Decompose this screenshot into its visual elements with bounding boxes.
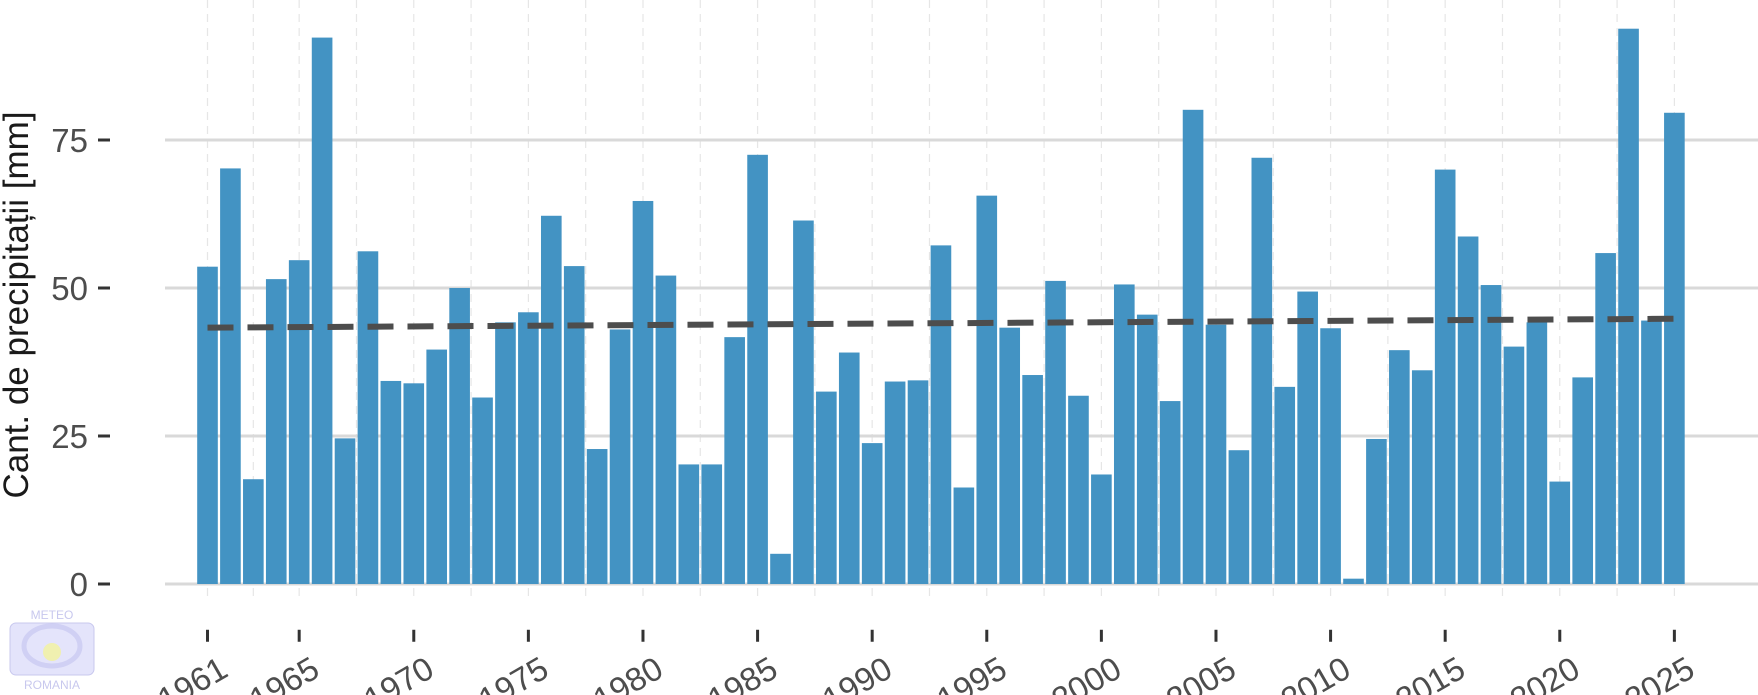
x-tick-label: 1965 <box>243 649 325 695</box>
bar-1985 <box>747 154 768 585</box>
trend-line-path <box>207 315 1675 331</box>
x-tick-label: 1985 <box>701 649 783 695</box>
bar-2022 <box>1595 253 1616 584</box>
bar-1980 <box>632 200 654 584</box>
bar-1964 <box>265 279 287 584</box>
bar-1984 <box>724 337 745 584</box>
x-tick-label: 1980 <box>587 649 669 695</box>
bar-1978 <box>586 449 608 584</box>
bar-1970 <box>403 383 425 584</box>
bar-1969 <box>380 380 402 584</box>
bar-2005 <box>1205 324 1227 584</box>
bar-1981 <box>655 275 677 584</box>
bar-1975 <box>518 312 539 584</box>
bars <box>197 28 1685 585</box>
x-tick-label: 2015 <box>1389 649 1471 695</box>
bar-1995 <box>976 195 998 584</box>
bar-2010 <box>1320 328 1341 584</box>
bar-2002 <box>1136 314 1158 584</box>
bar-2024 <box>1641 320 1662 584</box>
bar-2018 <box>1503 346 1525 584</box>
bar-2007 <box>1251 157 1273 584</box>
x-tick-label: 2020 <box>1504 649 1586 695</box>
bar-1991 <box>884 381 906 584</box>
x-tick-label: 2010 <box>1274 649 1356 695</box>
logo-top-text: METEO <box>30 608 74 622</box>
x-tick-label: 2005 <box>1160 649 1242 695</box>
bar-1961 <box>197 266 218 584</box>
bar-1983 <box>701 464 723 584</box>
bar-1979 <box>609 329 631 584</box>
bar-1996 <box>999 327 1021 584</box>
bar-1989 <box>838 352 860 584</box>
bar-1962 <box>220 168 241 584</box>
bar-2000 <box>1091 474 1112 584</box>
trend-line <box>207 315 1675 331</box>
bar-2020 <box>1549 481 1571 584</box>
bar-1976 <box>540 215 562 584</box>
x-tick-label: 1990 <box>816 649 898 695</box>
bar-1999 <box>1068 395 1089 584</box>
y-tick-label: 25 <box>51 418 88 455</box>
logo-emblem-icon <box>9 622 95 676</box>
bar-1997 <box>1022 375 1043 584</box>
meteo-romania-logo: METEO ROMANIA <box>4 608 100 692</box>
bar-2017 <box>1480 285 1502 584</box>
logo-bottom-text: ROMANIA <box>23 678 80 692</box>
bar-2012 <box>1366 438 1387 584</box>
bar-2004 <box>1182 109 1204 585</box>
x-tick-label: 2025 <box>1618 649 1700 695</box>
bar-1965 <box>288 260 310 584</box>
bar-2021 <box>1572 377 1594 584</box>
bar-2013 <box>1389 350 1410 584</box>
bar-1974 <box>495 322 516 584</box>
bar-2015 <box>1434 169 1456 584</box>
bar-2023 <box>1618 28 1639 585</box>
x-tick-label: 1970 <box>358 649 440 695</box>
bar-2014 <box>1411 370 1433 584</box>
bar-2003 <box>1159 401 1181 584</box>
bar-1968 <box>357 251 379 584</box>
y-tick-label: 0 <box>70 566 88 603</box>
bar-1992 <box>907 380 929 584</box>
bar-2006 <box>1228 450 1250 584</box>
bar-1972 <box>449 288 470 584</box>
bar-1973 <box>472 397 493 584</box>
x-tick-label: 1961 <box>151 649 233 695</box>
bar-2019 <box>1526 322 1548 584</box>
bar-2001 <box>1113 284 1135 584</box>
bar-1986 <box>770 553 791 584</box>
bar-2009 <box>1297 291 1318 584</box>
bar-2025 <box>1664 112 1685 584</box>
bar-1998 <box>1045 280 1066 584</box>
bar-1987 <box>793 220 814 584</box>
bar-1967 <box>334 438 356 584</box>
bar-1966 <box>311 37 333 585</box>
bar-1988 <box>816 391 837 584</box>
y-tick-label: 50 <box>51 270 88 307</box>
bar-2008 <box>1274 386 1296 584</box>
bar-1963 <box>243 479 264 584</box>
bar-2016 <box>1457 236 1479 584</box>
bar-2011 <box>1343 578 1364 584</box>
bar-1982 <box>678 464 700 584</box>
bar-1990 <box>861 443 883 584</box>
y-tick-label: 75 <box>51 122 88 159</box>
bar-1971 <box>426 349 448 584</box>
bar-1994 <box>953 487 975 584</box>
bar-1993 <box>930 245 952 584</box>
bar-1977 <box>563 266 585 584</box>
x-tick-label: 1975 <box>472 649 554 695</box>
x-tick-label: 1995 <box>931 649 1013 695</box>
x-tick-label: 2000 <box>1045 649 1127 695</box>
y-axis-title: Cant. de precipitații [mm] <box>0 111 36 498</box>
